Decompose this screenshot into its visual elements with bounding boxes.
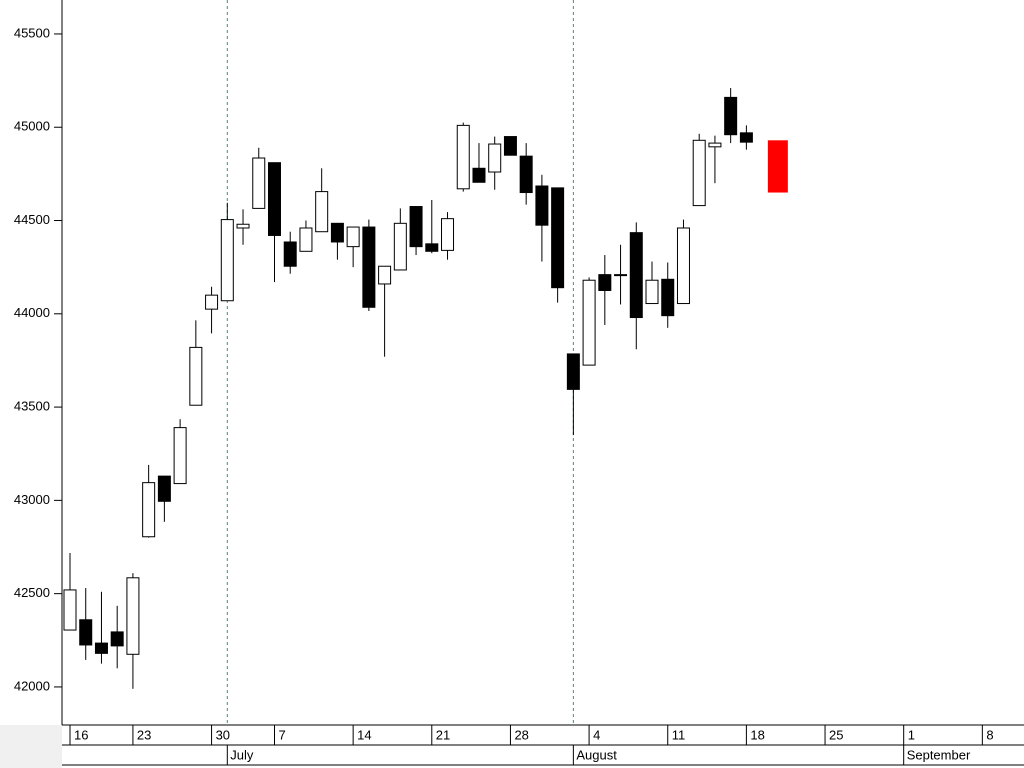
month-label: September — [907, 747, 971, 762]
candle-body — [142, 482, 156, 538]
month-label: July — [230, 747, 254, 762]
candle-body — [330, 222, 344, 243]
x-tick-label: 1 — [908, 727, 915, 742]
candle-body — [661, 278, 675, 317]
candle-body — [205, 294, 219, 310]
candle-body — [645, 279, 659, 305]
candle-body — [724, 96, 738, 136]
candle-body — [315, 191, 329, 233]
candle-body — [629, 232, 643, 319]
candle-body — [488, 143, 502, 173]
candle-body — [63, 589, 77, 631]
candle-body — [362, 226, 376, 308]
x-tick-label: 28 — [514, 727, 528, 742]
candle-body — [614, 274, 628, 277]
date-axis-bg — [62, 725, 1024, 768]
x-tick-label: 4 — [593, 727, 600, 742]
candle-body — [582, 279, 596, 366]
y-tick-label: 42500 — [14, 585, 50, 600]
candle-body — [472, 167, 486, 183]
x-tick-label: 21 — [436, 727, 450, 742]
candle-body — [503, 136, 517, 156]
candle-body — [378, 265, 392, 285]
x-tick-label: 16 — [74, 727, 88, 742]
projection-box — [767, 140, 788, 193]
candle-body — [551, 187, 565, 289]
x-tick-label: 25 — [829, 727, 843, 742]
candle-body — [173, 427, 187, 485]
y-tick-label: 45500 — [14, 25, 50, 40]
x-tick-label: 30 — [216, 727, 230, 742]
month-label: August — [576, 747, 617, 762]
candle-body — [252, 157, 266, 209]
candle-body — [566, 353, 580, 390]
y-tick-label: 45000 — [14, 119, 50, 134]
candle-body — [157, 475, 171, 502]
y-tick-label: 43500 — [14, 399, 50, 414]
candle-body — [535, 185, 549, 226]
candle-body — [393, 222, 407, 271]
candle-body — [692, 139, 706, 207]
x-tick-label: 8 — [986, 727, 993, 742]
candle-body — [299, 227, 313, 252]
candle-body — [441, 218, 455, 251]
candle-body — [110, 631, 124, 647]
y-tick-label: 42000 — [14, 678, 50, 693]
candle-body — [676, 227, 690, 305]
candle-body — [346, 226, 360, 248]
candle-body — [409, 206, 423, 248]
candle-body — [79, 619, 93, 646]
candle-body — [283, 241, 297, 267]
candle-body — [425, 243, 439, 252]
candle-body — [456, 124, 470, 190]
candle-body — [189, 346, 203, 406]
x-tick-label: 7 — [278, 727, 285, 742]
x-tick-label: 23 — [137, 727, 151, 742]
y-tick-label: 44500 — [14, 212, 50, 227]
y-tick-label: 44000 — [14, 305, 50, 320]
x-tick-label: 14 — [357, 727, 371, 742]
candle-body — [739, 132, 753, 143]
candle-body — [267, 162, 281, 236]
candle-body — [236, 223, 250, 229]
candle-body — [598, 274, 612, 291]
x-tick-label: 18 — [750, 727, 764, 742]
candle-body — [94, 642, 108, 654]
candle-body — [220, 219, 234, 302]
candle-body — [708, 142, 722, 148]
y-tick-label: 43000 — [14, 492, 50, 507]
candle-body — [519, 155, 533, 194]
axis-corner — [0, 725, 62, 768]
candle-body — [126, 577, 140, 655]
x-tick-label: 11 — [672, 727, 686, 742]
